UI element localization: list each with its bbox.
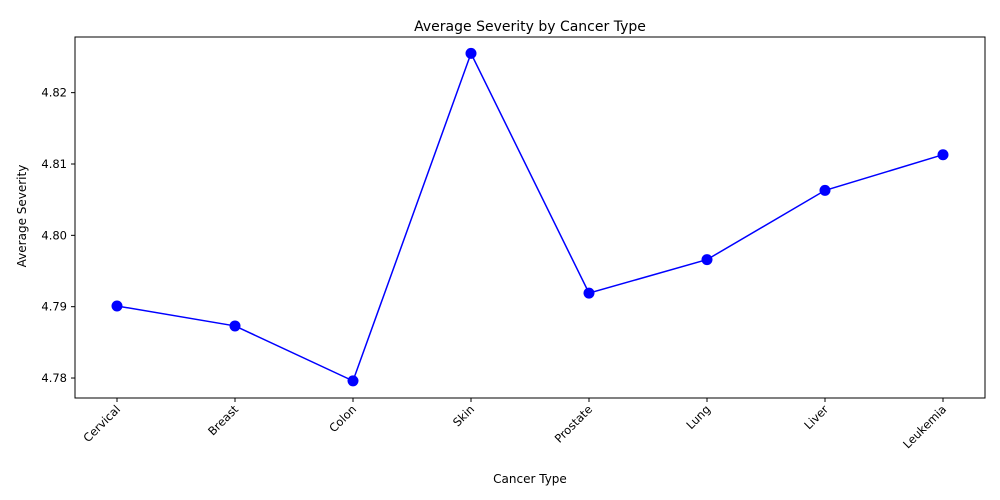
data-point-skin [465, 47, 477, 59]
y-tick-label: 4.80 [41, 228, 67, 242]
data-point-cervical [111, 300, 123, 312]
y-tick-label: 4.82 [41, 86, 67, 100]
x-tick-label: Lung [683, 402, 713, 432]
x-tick-label: Skin [450, 402, 477, 429]
x-tick-label: Cervical [80, 402, 123, 445]
x-tick-label: Breast [205, 402, 241, 438]
series-line [116, 51, 944, 382]
data-point-colon [347, 375, 359, 387]
plot-frame [74, 36, 986, 399]
x-tick-label: Leukemia [900, 402, 949, 451]
data-point-lung [701, 254, 713, 266]
x-tick-label: Colon [326, 402, 359, 435]
data-point-leukemia [937, 149, 949, 161]
chart-title: Average Severity by Cancer Type [414, 19, 646, 35]
data-point-liver [819, 184, 831, 196]
y-tick-label: 4.78 [41, 371, 67, 385]
y-axis-label: Average Severity [15, 165, 29, 268]
plot-area: 4.78 4.79 4.80 4.81 4.82 Cervical Breast Colon S… [41, 36, 986, 451]
x-tick-label: Prostate [552, 402, 595, 445]
data-point-breast [229, 320, 241, 332]
y-tick-label: 4.81 [41, 157, 67, 171]
x-axis-label: Cancer Type [493, 472, 567, 486]
data-point-prostate [583, 287, 595, 299]
y-tick-label: 4.79 [41, 300, 67, 314]
x-tick-label: Liver [801, 402, 831, 432]
